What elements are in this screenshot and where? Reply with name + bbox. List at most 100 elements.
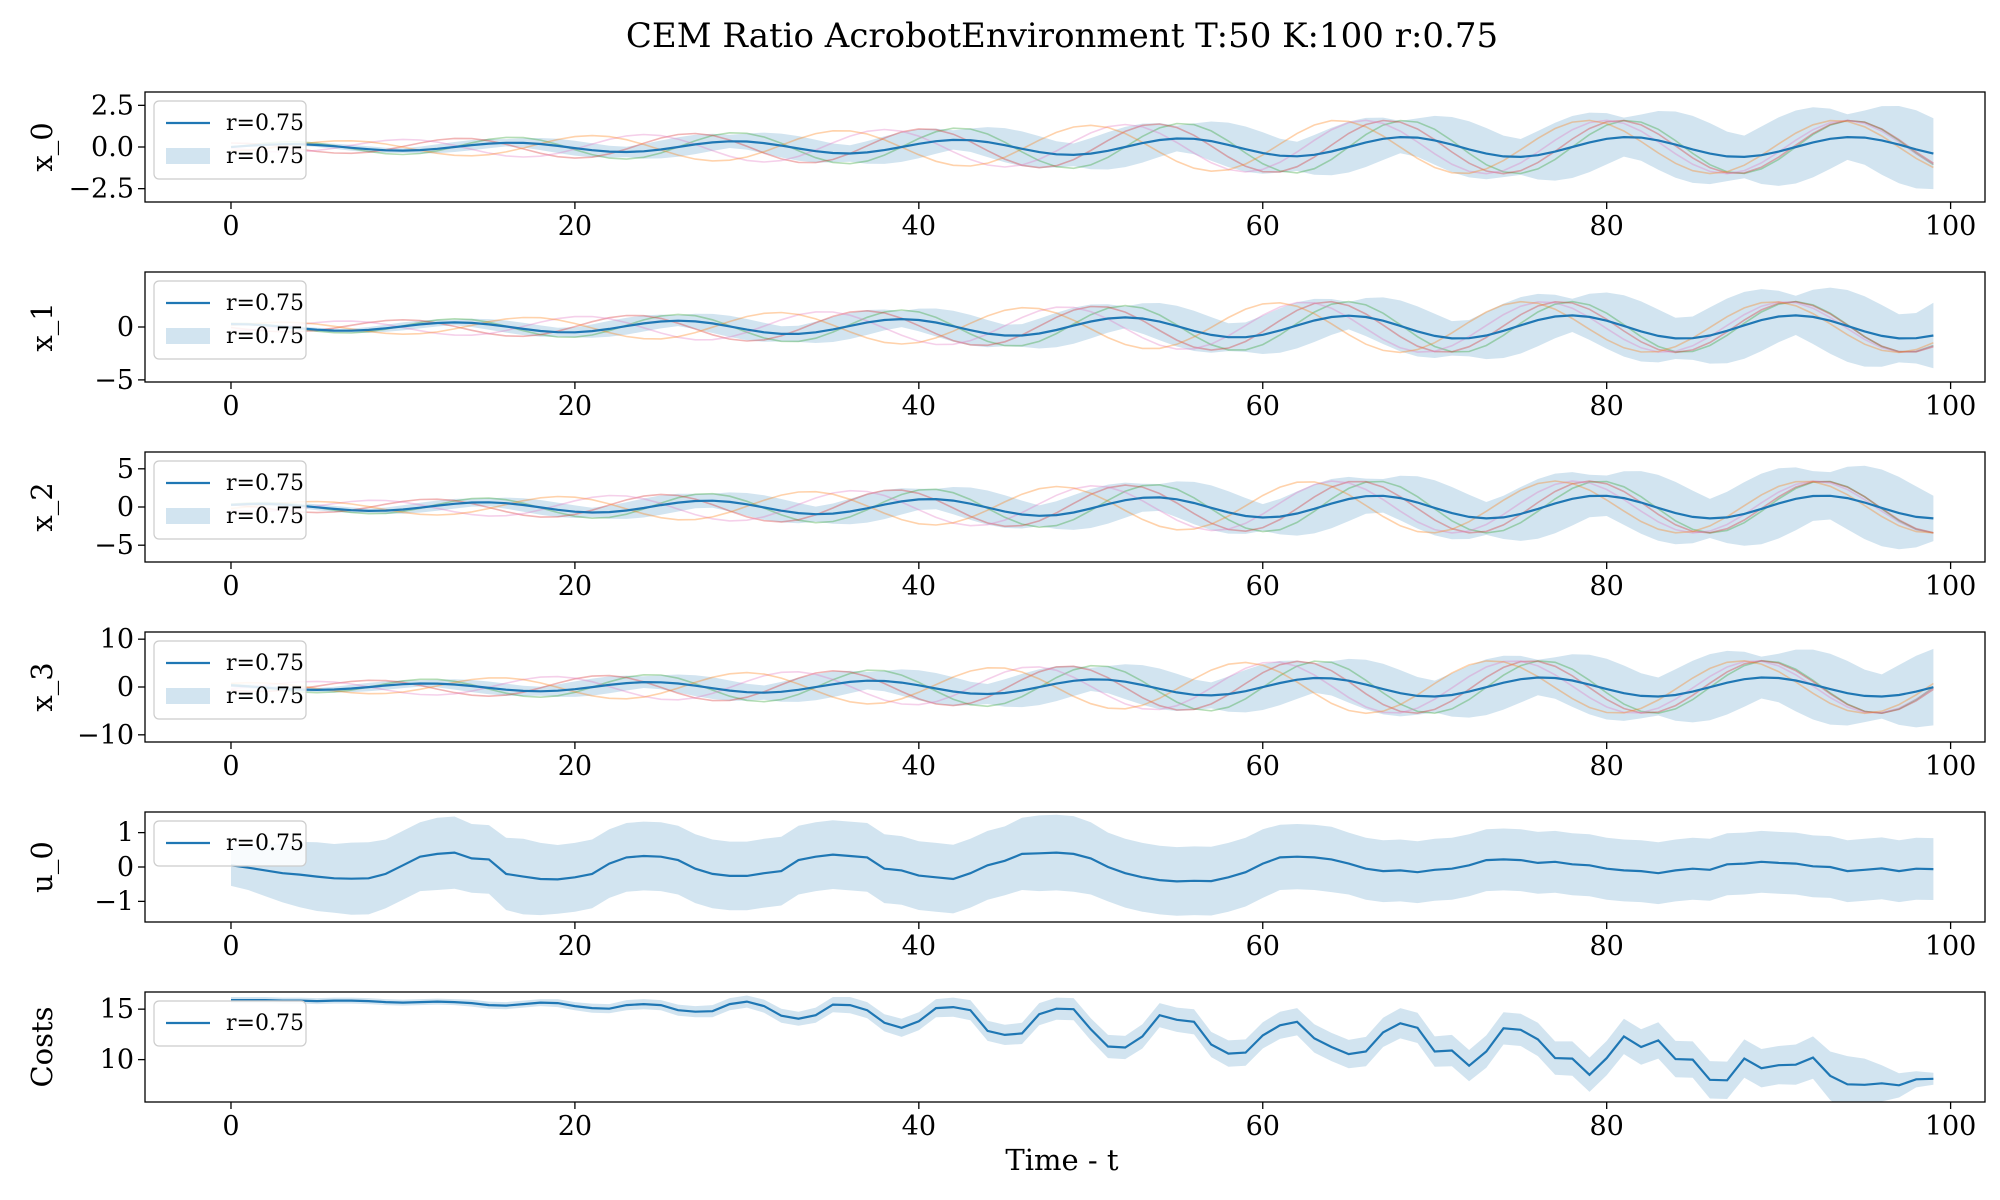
x-tick-label: 40 — [902, 751, 936, 782]
x-tick-label: 80 — [1590, 211, 1624, 242]
y-axis-label: x_0 — [25, 122, 60, 171]
x-tick-label: 20 — [558, 571, 592, 602]
confidence-band — [231, 995, 1934, 1102]
x-tick-label: 60 — [1246, 571, 1280, 602]
x-axis-label: Time - t — [1005, 1143, 1119, 1177]
legend-box — [153, 100, 307, 180]
plot-area — [230, 106, 1934, 190]
x-tick-label: 80 — [1590, 391, 1624, 422]
legend-label: r=0.75 — [226, 831, 304, 856]
y-tick-label: 0 — [117, 492, 134, 523]
x-tick-label: 100 — [1925, 211, 1977, 242]
subplot-1: 0 20 40 60 80 100 0 −5 x_1 r=0.75 r=0.75 — [25, 271, 1986, 422]
x-tick-label: 0 — [222, 751, 239, 782]
x-tick-label: 80 — [1590, 751, 1624, 782]
x-tick-label: 40 — [902, 931, 936, 962]
sample-trajectory-3 — [230, 480, 1934, 534]
y-tick-label: −5 — [94, 365, 134, 396]
x-tick-label: 80 — [1590, 571, 1624, 602]
x-tick-label: 100 — [1925, 391, 1977, 422]
y-tick-label: 0 — [117, 672, 134, 703]
confidence-band — [231, 814, 1934, 916]
legend-label: r=0.75 — [226, 651, 304, 676]
figure-title: CEM Ratio AcrobotEnvironment T:50 K:100 … — [626, 16, 1498, 56]
y-tick-label: 2.5 — [91, 90, 134, 121]
x-tick-label: 0 — [222, 211, 239, 242]
subplot-2: 0 20 40 60 80 100 5 0 −5 x_2 r=0.75 r=0.75 — [25, 451, 1986, 602]
y-tick-label: 5 — [117, 454, 134, 485]
confidence-band — [231, 106, 1934, 190]
sample-trajectory-0 — [230, 480, 1934, 534]
x-tick-label: 80 — [1590, 1111, 1624, 1142]
x-tick-label: 100 — [1925, 1111, 1977, 1142]
y-axis-label: x_1 — [25, 302, 60, 351]
legend-label: r=0.75 — [226, 291, 304, 316]
y-tick-label: 0.0 — [91, 132, 134, 163]
legend-band-swatch — [166, 328, 210, 344]
plot-area — [230, 465, 1934, 550]
y-tick-label: −5 — [94, 530, 134, 561]
x-tick-label: 100 — [1925, 931, 1977, 962]
x-tick-label: 60 — [1246, 211, 1280, 242]
x-tick-label: 20 — [558, 1111, 592, 1142]
legend-band-swatch — [166, 688, 210, 704]
mean-line — [230, 851, 1934, 883]
subplot-5: 0 20 40 60 80 100 15 10 Costs r=0.75 — [25, 991, 1986, 1142]
x-tick-label: 40 — [902, 571, 936, 602]
sample-trajectory-0 — [230, 119, 1934, 175]
legend-box — [153, 820, 307, 867]
confidence-band — [231, 465, 1934, 550]
y-axis-label: Costs — [25, 1006, 59, 1087]
x-tick-label: 0 — [222, 391, 239, 422]
legend-label: r=0.75 — [226, 471, 304, 496]
legend-box — [153, 640, 307, 720]
x-tick-label: 40 — [902, 391, 936, 422]
y-tick-label: 10 — [100, 1045, 134, 1076]
plot-area — [230, 648, 1934, 728]
sample-trajectory-3 — [230, 119, 1934, 175]
x-tick-label: 60 — [1246, 931, 1280, 962]
x-tick-label: 20 — [558, 391, 592, 422]
y-axis-label: x_3 — [25, 662, 60, 711]
mean-line — [231, 999, 1934, 1087]
legend-box — [153, 1000, 307, 1047]
plot-area — [231, 995, 1934, 1102]
legend-label: r=0.75 — [226, 144, 304, 169]
legend-label: r=0.75 — [226, 684, 304, 709]
y-tick-label: 10 — [100, 624, 134, 655]
sample-trajectory-1 — [230, 480, 1934, 534]
x-tick-label: 0 — [222, 571, 239, 602]
sample-trajectory-3 — [230, 659, 1934, 715]
y-axis-label: u_0 — [25, 841, 60, 893]
plot-area — [230, 287, 1934, 369]
y-tick-label: −10 — [77, 720, 134, 751]
x-tick-label: 0 — [222, 1111, 239, 1142]
x-tick-label: 100 — [1925, 751, 1977, 782]
y-tick-label: −1 — [94, 886, 134, 917]
y-tick-label: 0 — [117, 852, 134, 883]
x-tick-label: 0 — [222, 931, 239, 962]
sample-trajectory-2 — [230, 480, 1934, 534]
y-tick-label: −2.5 — [68, 174, 134, 205]
legend-label: r=0.75 — [226, 1011, 304, 1036]
legend-label: r=0.75 — [226, 504, 304, 529]
mean-line — [230, 135, 1934, 159]
mean-line — [230, 494, 1934, 520]
sample-trajectory-1 — [230, 300, 1934, 354]
confidence-band — [231, 648, 1934, 728]
sample-trajectory-1 — [230, 659, 1934, 715]
x-tick-label: 60 — [1246, 751, 1280, 782]
mean-line — [230, 676, 1934, 698]
sample-trajectory-0 — [230, 660, 1934, 715]
x-tick-label: 60 — [1246, 1111, 1280, 1142]
x-tick-label: 20 — [558, 211, 592, 242]
legend-box — [153, 280, 307, 360]
plot-area — [230, 814, 1934, 916]
y-tick-label: 15 — [100, 994, 134, 1025]
legend-label: r=0.75 — [226, 111, 304, 136]
x-tick-label: 20 — [558, 931, 592, 962]
sample-trajectory-2 — [230, 119, 1934, 175]
